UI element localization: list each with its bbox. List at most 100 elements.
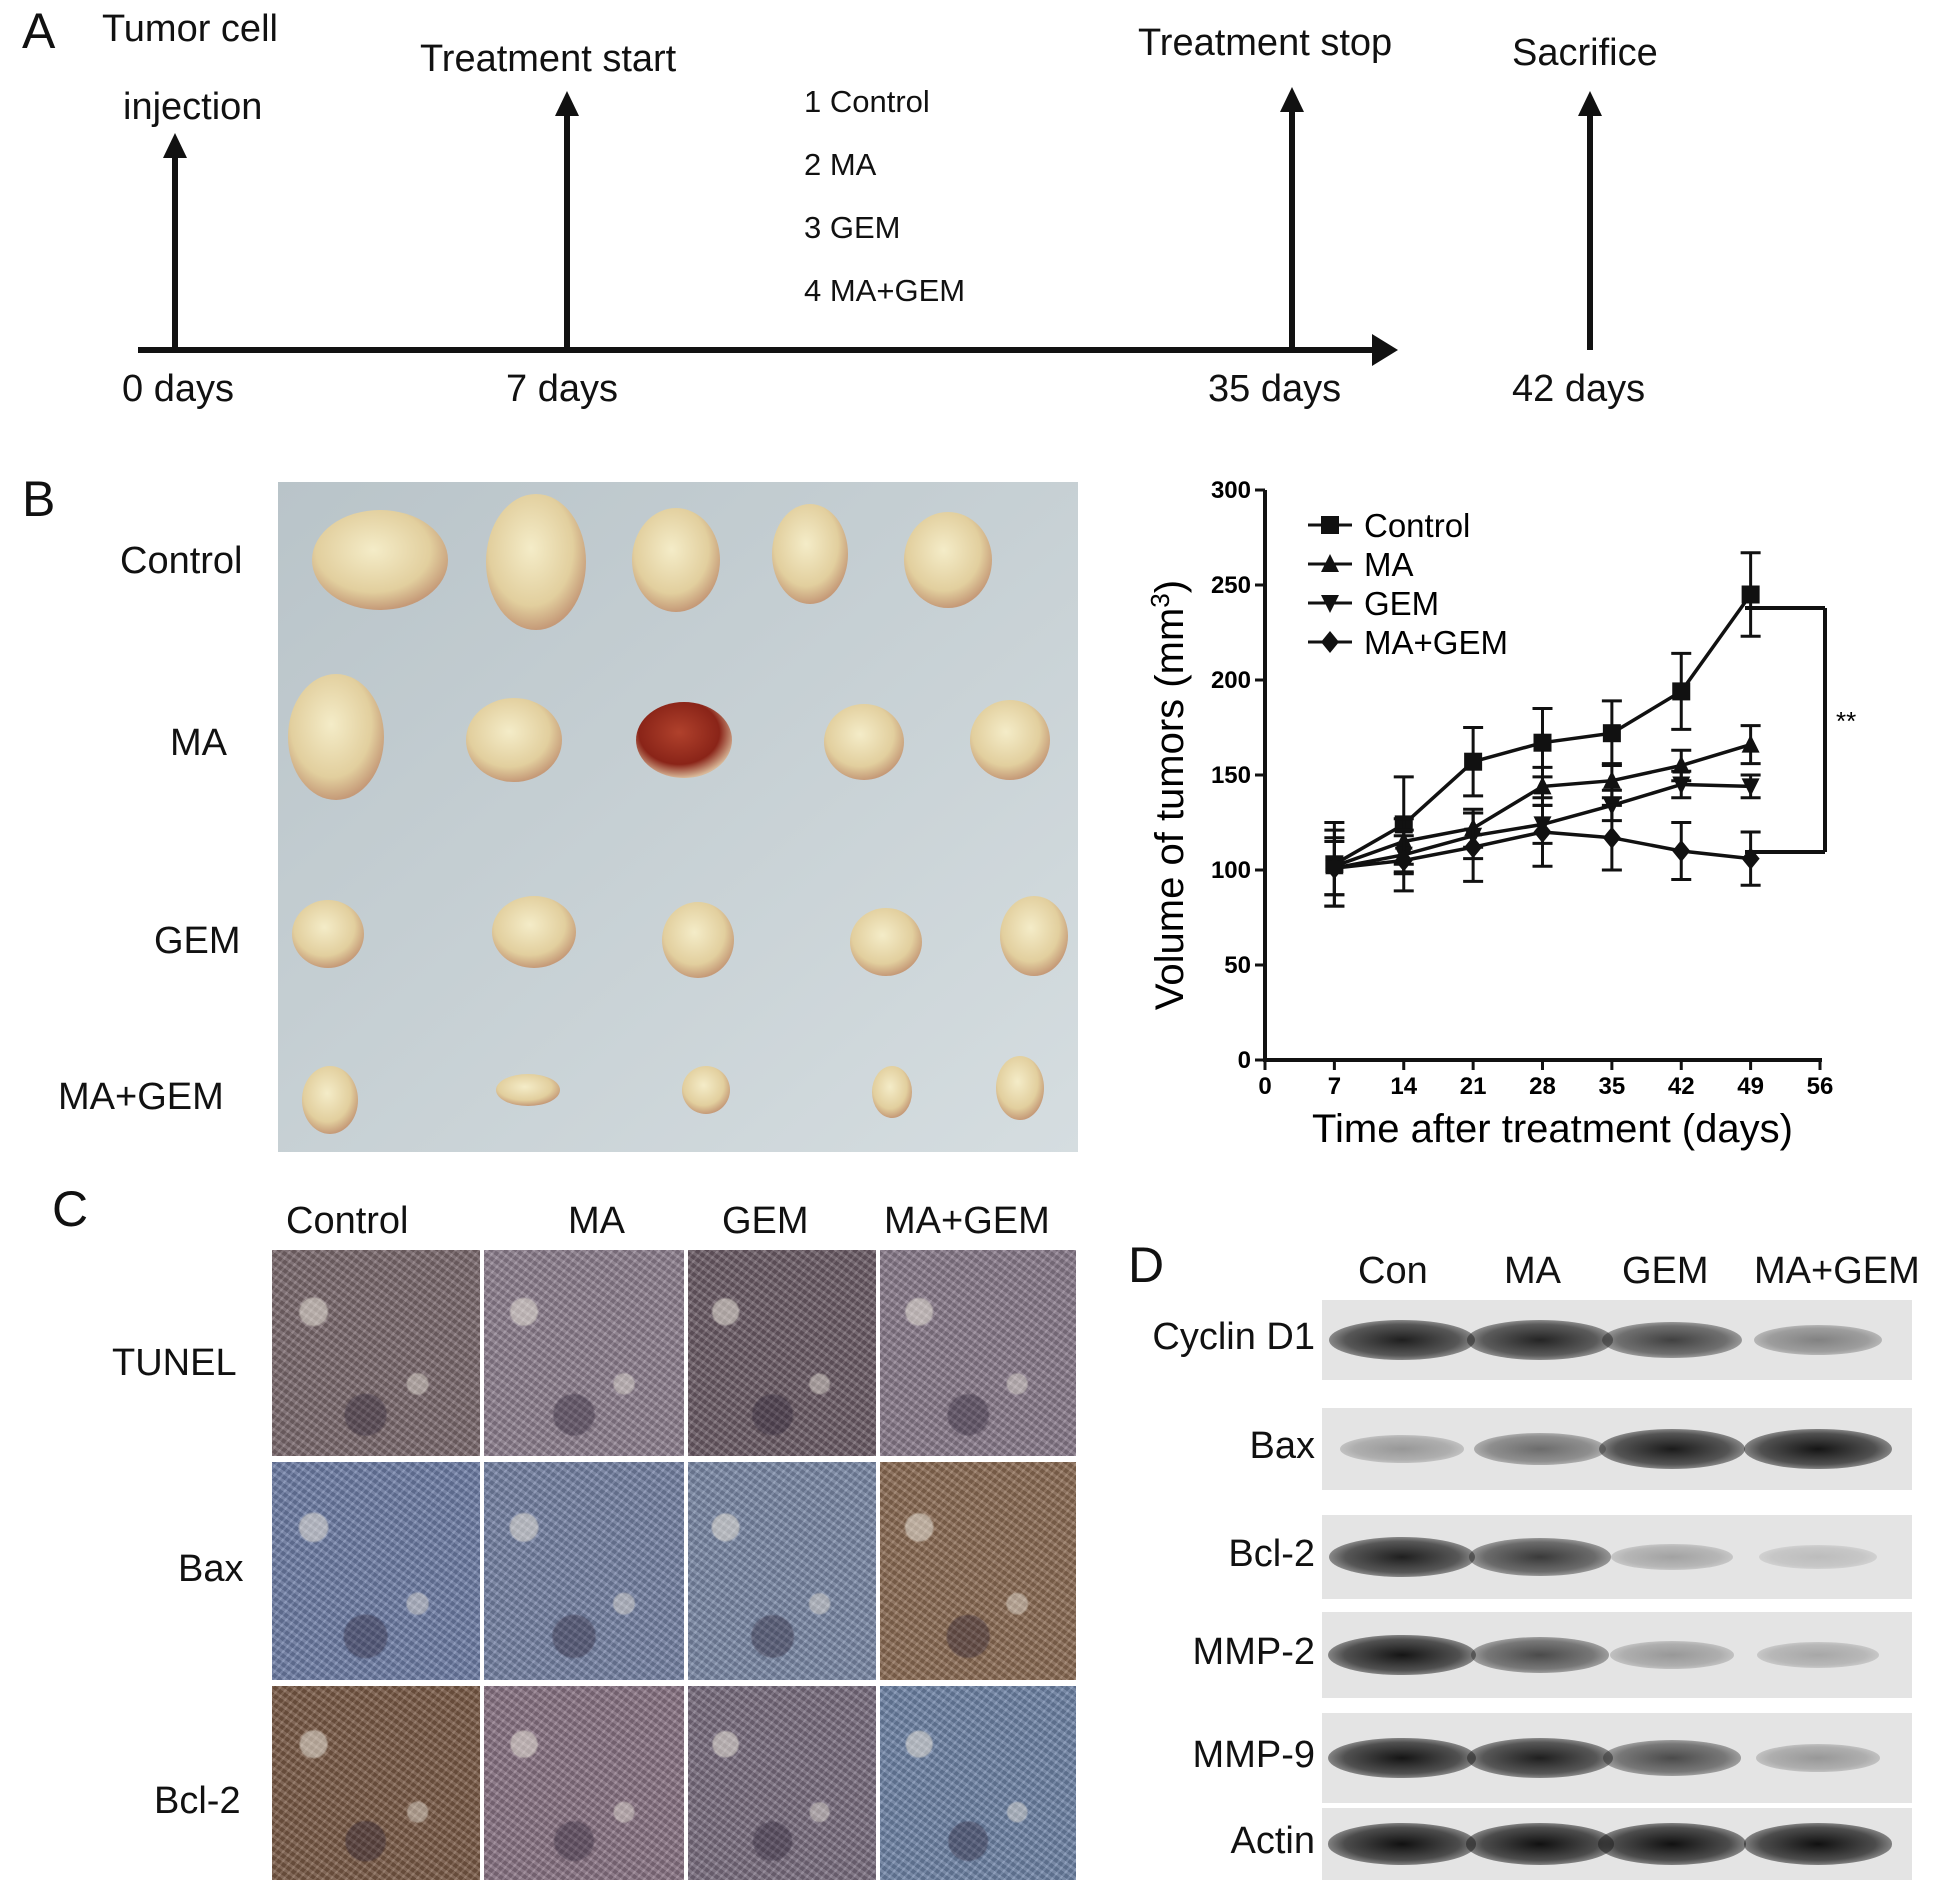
ihc-image (272, 1462, 480, 1680)
blot-band (1611, 1543, 1733, 1571)
data-point (1672, 840, 1691, 862)
timeline-diagram (138, 87, 1602, 366)
legend-marker (1321, 554, 1339, 572)
ihc-image (272, 1250, 480, 1456)
tumor-volume-chart: 0 50 100 150 200 250 300 0 7 14 21 28 35 42 49 56 Time a… (1145, 477, 1856, 1151)
data-point (1602, 770, 1621, 789)
blot-band (1340, 1435, 1464, 1463)
blot-band (1756, 1744, 1880, 1772)
tumor-photo (278, 482, 1078, 1152)
tumor (1000, 896, 1068, 976)
blot-col-label: Con (1358, 1250, 1428, 1292)
blot-band (1598, 1428, 1746, 1470)
label-treatment-stop: Treatment stop (1138, 22, 1393, 64)
label-injection-line2: injection (123, 86, 263, 128)
ihc-image (272, 1686, 480, 1880)
data-point (1325, 857, 1344, 880)
ihc-image (880, 1250, 1076, 1456)
photo-row-label: MA (170, 722, 227, 764)
blot-band (1757, 1641, 1879, 1669)
group-item: 3 GEM (804, 210, 901, 245)
data-point (1533, 776, 1552, 795)
blot-band (1329, 1320, 1475, 1360)
legend-marker (1321, 631, 1339, 653)
ihc-image (688, 1250, 876, 1456)
blot-band (1471, 1637, 1609, 1673)
data-point (1741, 847, 1760, 870)
blot-band (1743, 1823, 1893, 1865)
legend-label: GEM (1364, 585, 1439, 622)
blot-row-label: Actin (1230, 1820, 1315, 1862)
tumor (292, 900, 364, 968)
tumor (636, 702, 732, 778)
blot-band (1602, 1321, 1742, 1359)
group-item: 2 MA (804, 147, 877, 182)
tumor (824, 704, 904, 780)
ihc-row-label: Bax (178, 1548, 244, 1590)
ihc-image (688, 1686, 876, 1880)
tumor (872, 1066, 912, 1118)
chart-series (1324, 551, 1761, 908)
y-tick-label: 50 (1224, 952, 1251, 979)
blot-row-label: Cyclin D1 (1152, 1316, 1315, 1358)
timepoint-0: 0 days (122, 368, 234, 410)
blot-band (1465, 1823, 1615, 1865)
group-list: 1 Control 2 MA 3 GEM 4 MA+GEM (804, 70, 965, 322)
blot-row-label: MMP-9 (1192, 1734, 1315, 1776)
legend-marker (1321, 595, 1339, 613)
tumor (288, 674, 384, 800)
ihc-image (484, 1686, 684, 1880)
x-tick-label: 49 (1737, 1073, 1764, 1100)
timepoint-7: 7 days (506, 368, 618, 410)
photo-row-label: Control (120, 540, 243, 582)
label-treatment-start: Treatment start (420, 38, 677, 80)
tumor-row-ma-gem (302, 1056, 1044, 1134)
blot-band (1328, 1737, 1476, 1779)
data-point (1741, 734, 1760, 753)
blot-band (1744, 1428, 1892, 1470)
panel-c-letter: C (52, 1181, 89, 1237)
photo-row-label: GEM (154, 920, 241, 962)
data-point (1464, 836, 1483, 859)
data-point (1672, 776, 1691, 795)
x-tick-label: 7 (1328, 1073, 1341, 1100)
tumor-row-control (312, 494, 992, 630)
tumor (632, 508, 720, 612)
x-tick-label: 21 (1460, 1073, 1487, 1100)
blot-band (1603, 1740, 1741, 1776)
tumor-row-gem (292, 896, 1068, 978)
tumor (970, 700, 1050, 780)
blot-col-label: MA+GEM (1754, 1250, 1920, 1292)
label-sacrifice: Sacrifice (1512, 32, 1658, 74)
tumor (904, 512, 992, 608)
blot-band (1327, 1823, 1477, 1865)
blot-band (1469, 1538, 1611, 1576)
legend-label: MA+GEM (1364, 624, 1508, 661)
data-point (1602, 826, 1621, 849)
chart-axes: 0 50 100 150 200 250 300 0 7 14 21 28 35 42 49 56 Time a… (1145, 477, 1833, 1151)
ihc-image (880, 1462, 1076, 1680)
data-point (1464, 752, 1483, 771)
blot-col-label: GEM (1622, 1250, 1709, 1292)
blot-row-label: Bcl-2 (1228, 1533, 1315, 1575)
blot-band (1759, 1545, 1877, 1569)
legend-label: Control (1364, 507, 1470, 544)
blot-band (1474, 1432, 1606, 1466)
series-ma-gem (1324, 796, 1761, 908)
tumor (996, 1056, 1044, 1120)
data-point (1533, 821, 1552, 843)
data-point (1741, 585, 1760, 604)
timepoint-35: 35 days (1208, 368, 1342, 410)
y-tick-label: 0 (1238, 1047, 1251, 1074)
panel-d-letter: D (1128, 1237, 1165, 1293)
legend-label: MA (1364, 546, 1414, 583)
tumor (662, 902, 734, 978)
data-point (1741, 778, 1760, 797)
blot-band (1610, 1641, 1734, 1669)
blot-row-label: Bax (1249, 1425, 1315, 1467)
group-item: 1 Control (804, 84, 930, 119)
blot-col-label: MA (1504, 1250, 1561, 1292)
panel-b-letter: B (22, 471, 56, 527)
data-point (1672, 682, 1691, 701)
